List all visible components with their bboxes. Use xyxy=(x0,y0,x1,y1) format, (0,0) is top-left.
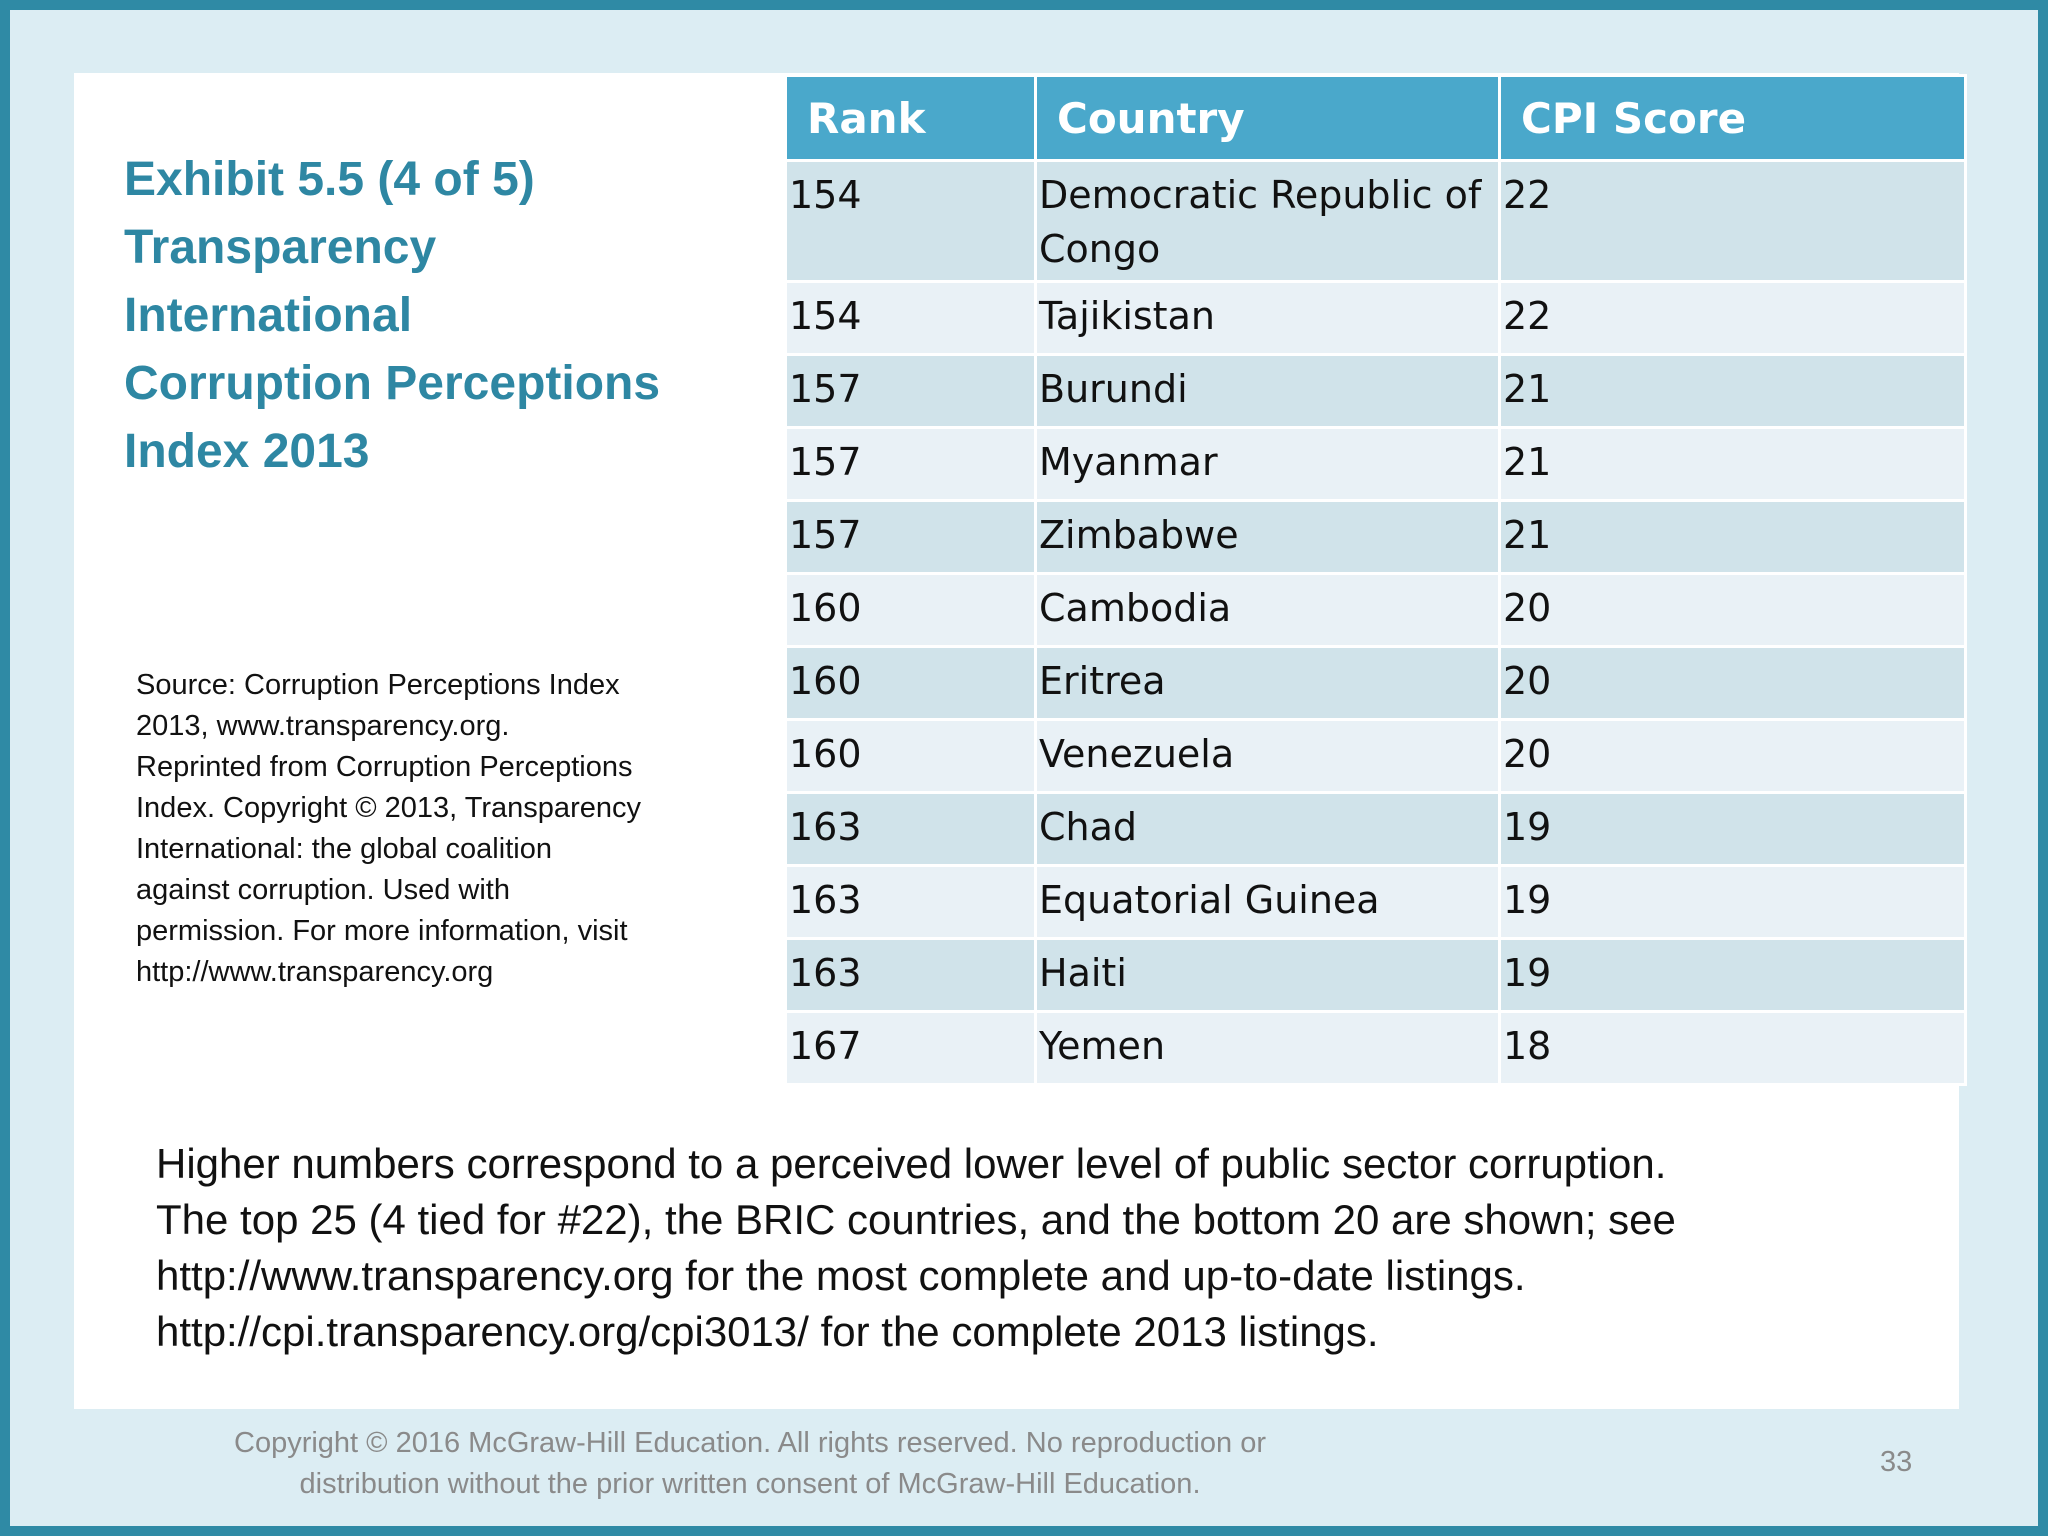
country-cell: Democratic Republic of Congo xyxy=(1034,159,1501,283)
rank-cell: 160 xyxy=(784,572,1037,648)
score-cell: 22 xyxy=(1498,159,1967,283)
slide-title: Exhibit 5.5 (4 of 5) Transparency Intern… xyxy=(124,146,724,486)
rank-cell: 157 xyxy=(784,426,1037,502)
table-row: 160 Eritrea 20 xyxy=(784,645,1967,721)
country-cell: Chad xyxy=(1034,791,1501,867)
country-cell: Cambodia xyxy=(1034,572,1501,648)
country-cell: Haiti xyxy=(1034,937,1501,1013)
note-line: The top 25 (4 tied for #22), the BRIC co… xyxy=(156,1196,1676,1243)
source-line: against corruption. Used with xyxy=(136,874,510,906)
score-cell: 21 xyxy=(1498,499,1967,575)
score-cell: 20 xyxy=(1498,645,1967,721)
title-line: Exhibit 5.5 (4 of 5) xyxy=(124,153,535,206)
table-row: 157 Burundi 21 xyxy=(784,353,1967,429)
score-cell: 20 xyxy=(1498,718,1967,794)
country-cell: Burundi xyxy=(1034,353,1501,429)
cpi-table: Rank Country CPI Score 154 Democratic Re… xyxy=(784,74,1967,1086)
note-line: http://cpi.transparency.org/cpi3013/ for… xyxy=(156,1308,1379,1355)
table-header-row: Rank Country CPI Score xyxy=(784,74,1967,162)
rank-cell: 163 xyxy=(784,864,1037,940)
table-row: 163 Haiti 19 xyxy=(784,937,1967,1013)
copyright-notice: Copyright © 2016 McGraw-Hill Education. … xyxy=(150,1423,1350,1505)
rank-cell: 154 xyxy=(784,280,1037,356)
source-line: International: the global coalition xyxy=(136,833,552,865)
copyright-line: Copyright © 2016 McGraw-Hill Education. … xyxy=(234,1427,1266,1459)
score-cell: 19 xyxy=(1498,937,1967,1013)
explanatory-note: Higher numbers correspond to a perceived… xyxy=(156,1136,1936,1360)
copyright-line: distribution without the prior written c… xyxy=(299,1468,1201,1500)
score-cell: 20 xyxy=(1498,572,1967,648)
header-country: Country xyxy=(1034,74,1501,162)
source-citation: Source: Corruption Perceptions Index 201… xyxy=(136,665,696,993)
country-cell: Eritrea xyxy=(1034,645,1501,721)
table-row: 154 Tajikistan 22 xyxy=(784,280,1967,356)
score-cell: 22 xyxy=(1498,280,1967,356)
rank-cell: 160 xyxy=(784,718,1037,794)
rank-cell: 157 xyxy=(784,499,1037,575)
table-row: 160 Cambodia 20 xyxy=(784,572,1967,648)
score-cell: 21 xyxy=(1498,353,1967,429)
country-cell: Equatorial Guinea xyxy=(1034,864,1501,940)
score-cell: 18 xyxy=(1498,1010,1967,1086)
note-line: Higher numbers correspond to a perceived… xyxy=(156,1140,1667,1187)
score-cell: 21 xyxy=(1498,426,1967,502)
country-cell: Zimbabwe xyxy=(1034,499,1501,575)
source-line: Reprinted from Corruption Perceptions xyxy=(136,751,633,783)
header-cpi-score: CPI Score xyxy=(1498,74,1967,162)
source-line: http://www.transparency.org xyxy=(136,956,494,988)
rank-cell: 163 xyxy=(784,791,1037,867)
rank-cell: 157 xyxy=(784,353,1037,429)
table-row: 157 Zimbabwe 21 xyxy=(784,499,1967,575)
title-line: Index 2013 xyxy=(124,425,370,478)
country-cell: Tajikistan xyxy=(1034,280,1501,356)
rank-cell: 163 xyxy=(784,937,1037,1013)
rank-cell: 167 xyxy=(784,1010,1037,1086)
score-cell: 19 xyxy=(1498,791,1967,867)
title-line: International xyxy=(124,289,413,342)
title-line: Transparency xyxy=(124,221,437,274)
table-row: 154 Democratic Republic of Congo 22 xyxy=(784,159,1967,283)
country-cell: Yemen xyxy=(1034,1010,1501,1086)
source-line: 2013, www.transparency.org. xyxy=(136,710,510,742)
source-line: Source: Corruption Perceptions Index xyxy=(136,669,620,701)
table-row: 163 Equatorial Guinea 19 xyxy=(784,864,1967,940)
header-rank: Rank xyxy=(784,74,1037,162)
score-cell: 19 xyxy=(1498,864,1967,940)
table-row: 163 Chad 19 xyxy=(784,791,1967,867)
country-cell: Myanmar xyxy=(1034,426,1501,502)
title-line: Corruption Perceptions xyxy=(124,357,661,410)
table-row: 160 Venezuela 20 xyxy=(784,718,1967,794)
table-row: 157 Myanmar 21 xyxy=(784,426,1967,502)
page-number: 33 xyxy=(1880,1446,1913,1478)
note-line: http://www.transparency.org for the most… xyxy=(156,1252,1526,1299)
country-cell: Venezuela xyxy=(1034,718,1501,794)
rank-cell: 154 xyxy=(784,159,1037,283)
table-row: 167 Yemen 18 xyxy=(784,1010,1967,1086)
source-line: permission. For more information, visit xyxy=(136,915,628,947)
source-line: Index. Copyright © 2013, Transparency xyxy=(136,792,641,824)
rank-cell: 160 xyxy=(784,645,1037,721)
